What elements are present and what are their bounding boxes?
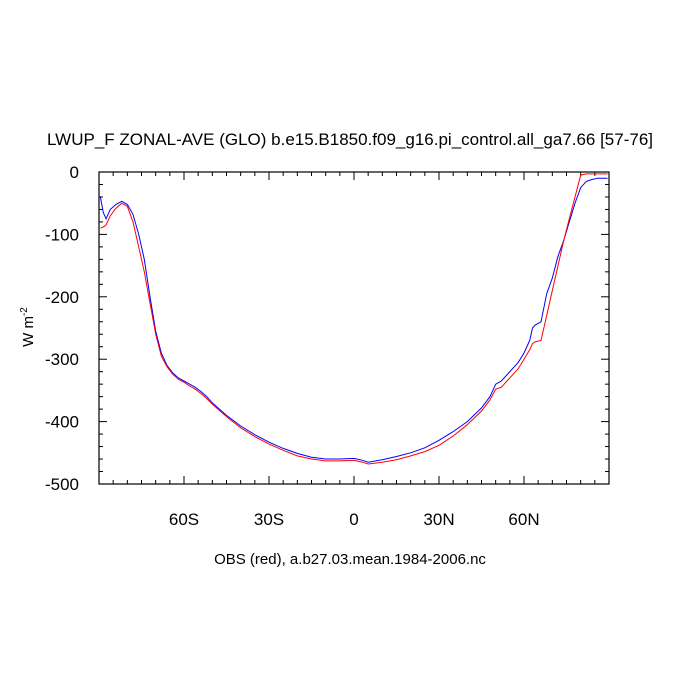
chart-title: LWUP_F ZONAL-AVE (GLO) b.e15.B1850.f09_g… (46, 130, 654, 149)
y-tick-label: -500 (45, 475, 79, 494)
tick-labels: 60S 30S 0 30N 60N 0 -100 -200 -300 -400 -500 (45, 163, 540, 529)
series-lines (99, 173, 608, 465)
y-tick-label: -100 (45, 225, 79, 244)
x-tick-label: 0 (349, 510, 358, 529)
y-tick-label: -400 (45, 413, 79, 432)
x-tick-label: 30S (254, 510, 284, 529)
series-line-1 (100, 173, 608, 465)
x-tick-label: 60S (169, 510, 199, 529)
x-tick-label: 30N (423, 510, 454, 529)
chart-caption: OBS (red), a.b27.03.mean.1984-2006.nc (214, 551, 486, 568)
y-tick-label: 0 (70, 163, 79, 182)
series-line-0 (99, 177, 608, 463)
x-tick-label: 60N (508, 510, 539, 529)
y-tick-label: -300 (45, 350, 79, 369)
y-tick-label: -200 (45, 288, 79, 307)
plot-frame (98, 171, 610, 485)
